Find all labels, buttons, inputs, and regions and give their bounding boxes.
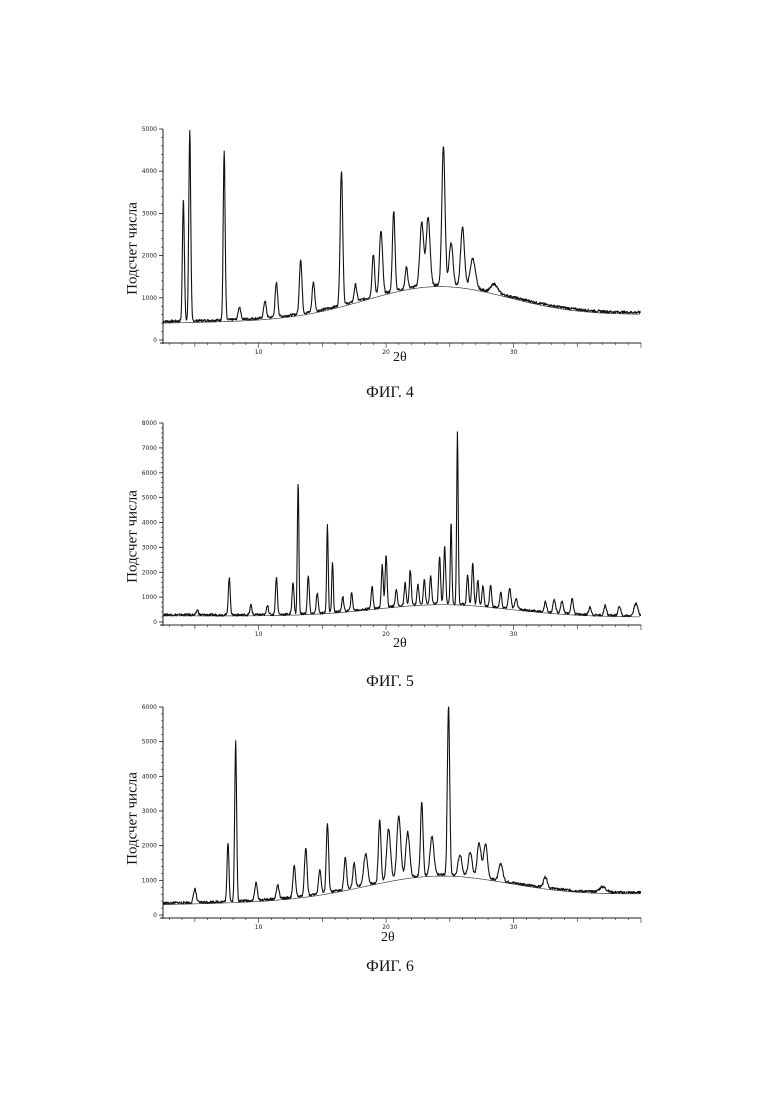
y-tick-label: 6000 [142, 704, 157, 711]
y-tick-label: 0 [153, 912, 157, 919]
diffraction-pattern-line [163, 707, 641, 904]
y-tick-label: 4000 [142, 773, 157, 780]
y-tick-label: 2000 [142, 843, 157, 850]
xrd-plot: 0100020003000400050006000102030 [0, 0, 780, 940]
x-axis-label: 2θ [381, 930, 395, 946]
x-tick-label: 10 [255, 924, 263, 931]
figure-caption: ФИГ. 6 [0, 958, 780, 976]
background-curve [163, 876, 640, 905]
x-tick-label: 30 [510, 924, 518, 931]
y-tick-label: 3000 [142, 808, 157, 815]
y-tick-label: 1000 [142, 877, 157, 884]
y-tick-label: 5000 [142, 739, 157, 746]
